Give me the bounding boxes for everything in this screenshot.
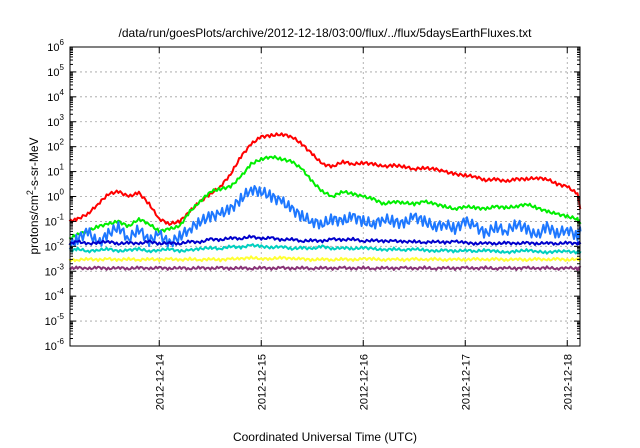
y-tick-label: 10-4 bbox=[45, 287, 65, 303]
y-tick-label: 10-1 bbox=[45, 212, 65, 228]
x-tick-label: 2012-12-15 bbox=[256, 354, 268, 410]
series-line-7 bbox=[69, 265, 582, 271]
y-axis: 10-610-510-410-310-210-11001011021031041… bbox=[45, 38, 580, 353]
y-tick-exponent: -2 bbox=[57, 237, 65, 246]
y-tick-label: 102 bbox=[47, 138, 64, 154]
series-line-5 bbox=[69, 243, 582, 255]
x-tick-label: 2012-12-18 bbox=[562, 354, 574, 410]
x-axis-label: Coordinated Universal Time (UTC) bbox=[233, 430, 417, 444]
y-tick-label: 105 bbox=[47, 63, 64, 79]
y-tick-label: 10-3 bbox=[45, 262, 65, 278]
y-tick-exponent: 5 bbox=[60, 63, 65, 72]
y-tick-exponent: 3 bbox=[60, 113, 65, 122]
y-tick-exponent: -4 bbox=[57, 287, 65, 296]
y-tick-exponent: -3 bbox=[57, 262, 65, 271]
y-tick-base: 10 bbox=[45, 291, 57, 303]
y-tick-exponent: -6 bbox=[57, 337, 65, 346]
y-tick-base: 10 bbox=[45, 216, 57, 228]
y-tick-exponent: 4 bbox=[60, 88, 65, 97]
x-tick-label: 2012-12-14 bbox=[154, 354, 166, 410]
y-tick-label: 106 bbox=[47, 38, 64, 54]
y-tick-label: 10-6 bbox=[45, 337, 65, 353]
y-tick-label: 10-2 bbox=[45, 237, 65, 253]
chart-title: /data/run/goesPlots/archive/2012-12-18/0… bbox=[119, 26, 533, 40]
y-tick-base: 10 bbox=[47, 192, 59, 204]
x-tick-label: 2012-12-16 bbox=[358, 354, 370, 410]
y-axis-label: protons/cm2-s-sr-MeV bbox=[25, 137, 41, 254]
y-axis-label-rest: -s-sr-MeV bbox=[27, 137, 41, 190]
y-tick-exponent: -5 bbox=[57, 312, 65, 321]
y-tick-base: 10 bbox=[45, 316, 57, 328]
y-tick-label: 104 bbox=[47, 88, 64, 104]
y-tick-label: 100 bbox=[47, 188, 64, 204]
x-axis: 2012-12-14 2012-12-15 2012-12-16 2012-12-17… bbox=[154, 47, 574, 410]
series-line-6 bbox=[68, 255, 582, 263]
y-tick-base: 10 bbox=[45, 266, 57, 278]
y-tick-label: 103 bbox=[47, 113, 64, 129]
y-tick-base: 10 bbox=[47, 67, 59, 79]
y-tick-base: 10 bbox=[45, 241, 57, 253]
y-tick-base: 10 bbox=[47, 117, 59, 129]
y-tick-base: 10 bbox=[47, 167, 59, 179]
grid-lines bbox=[70, 47, 580, 346]
y-tick-exponent: -1 bbox=[57, 212, 65, 221]
y-axis-label-unit: protons/cm bbox=[27, 195, 41, 254]
x-tick-label: 2012-12-17 bbox=[460, 354, 472, 410]
y-tick-base: 10 bbox=[47, 42, 59, 54]
y-tick-base: 10 bbox=[47, 92, 59, 104]
series-line-4 bbox=[68, 234, 582, 246]
y-tick-base: 10 bbox=[45, 341, 57, 353]
y-axis-label-sup: 2 bbox=[25, 190, 35, 195]
data-series bbox=[68, 132, 582, 271]
y-tick-label: 10-5 bbox=[45, 312, 65, 328]
y-tick-exponent: 1 bbox=[60, 163, 65, 172]
y-tick-exponent: 2 bbox=[60, 138, 65, 147]
y-tick-exponent: 0 bbox=[60, 188, 65, 197]
y-tick-label: 101 bbox=[47, 163, 64, 179]
y-tick-base: 10 bbox=[47, 142, 59, 154]
y-tick-exponent: 6 bbox=[60, 38, 65, 47]
series-line-2 bbox=[68, 155, 582, 240]
series-line-1 bbox=[68, 132, 582, 226]
